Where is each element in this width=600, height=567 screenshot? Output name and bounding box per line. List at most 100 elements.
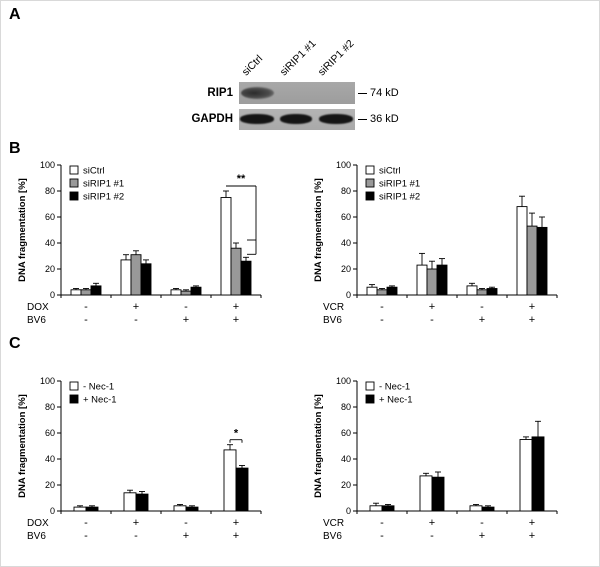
- svg-text:*: *: [234, 428, 239, 440]
- svg-text:+: +: [133, 301, 139, 313]
- svg-text:20: 20: [341, 480, 351, 490]
- svg-text:DOX: DOX: [27, 518, 49, 529]
- gapdh-band: [280, 114, 312, 124]
- svg-text:+ Nec-1: + Nec-1: [379, 395, 413, 406]
- svg-text:-: -: [84, 530, 88, 542]
- svg-text:80: 80: [45, 186, 55, 196]
- marker-dash-icon: [358, 92, 367, 94]
- marker-label-74kd: 74 kD: [370, 87, 399, 99]
- svg-text:siRIP1 #1: siRIP1 #1: [379, 179, 420, 190]
- svg-text:- Nec-1: - Nec-1: [83, 382, 114, 393]
- svg-text:DNA fragmentation [%]: DNA fragmentation [%]: [313, 394, 324, 498]
- svg-text:+ Nec-1: + Nec-1: [83, 395, 117, 406]
- blot-label-gapdh: GAPDH: [191, 113, 233, 125]
- bar-chart-svg: 0 20 40 60 80 100 DNA fragmentation [%] - Nec-1…: [17, 376, 262, 542]
- svg-text:DNA fragmentation [%]: DNA fragmentation [%]: [17, 178, 28, 282]
- svg-text:+: +: [233, 517, 239, 529]
- panel-label-a: A: [9, 6, 21, 23]
- lane-label-sictrl: siCtrl: [239, 52, 266, 79]
- svg-text:DOX: DOX: [27, 302, 49, 313]
- svg-text:-: -: [430, 530, 434, 542]
- svg-text:-: -: [380, 530, 384, 542]
- svg-text:0: 0: [346, 290, 351, 300]
- svg-text:siRIP1 #1: siRIP1 #1: [83, 179, 124, 190]
- svg-text:-: -: [84, 314, 88, 326]
- lane-label-sirip1-1: siRIP1 #1: [277, 37, 319, 79]
- chart-b-dox-dna-fragmentation: 0 20 40 60 80 100 DNA fragmentation [%] siCtrl s…: [15, 153, 287, 331]
- svg-text:siRIP1 #2: siRIP1 #2: [379, 192, 420, 203]
- svg-text:80: 80: [341, 186, 351, 196]
- chart-c-dox-dna-fragmentation: 0 20 40 60 80 100 DNA fragmentation [%] - Nec-1…: [15, 369, 287, 547]
- svg-text:100: 100: [40, 160, 55, 170]
- rip1-band: [241, 87, 274, 99]
- svg-text:+: +: [429, 301, 435, 313]
- svg-text:-: -: [84, 517, 88, 529]
- lane-label-sirip1-2: siRIP1 #2: [315, 37, 357, 79]
- svg-text:DNA fragmentation [%]: DNA fragmentation [%]: [17, 394, 28, 498]
- svg-text:0: 0: [50, 290, 55, 300]
- svg-text:BV6: BV6: [27, 315, 46, 326]
- svg-text:VCR: VCR: [323, 518, 344, 529]
- chart-b-vcr-dna-fragmentation: 0 20 40 60 80 100 DNA fragmentation [%] siCtrl s…: [311, 153, 583, 331]
- bar-chart-svg: 0 20 40 60 80 100 DNA fragmentation [%] - Nec-1…: [313, 376, 558, 542]
- svg-text:+: +: [479, 530, 485, 542]
- svg-text:siCtrl: siCtrl: [83, 166, 105, 177]
- svg-text:-: -: [380, 314, 384, 326]
- svg-text:-: -: [84, 301, 88, 313]
- svg-text:20: 20: [45, 264, 55, 274]
- svg-text:siRIP1 #2: siRIP1 #2: [83, 192, 124, 203]
- svg-text:100: 100: [336, 376, 351, 386]
- svg-text:+: +: [183, 314, 189, 326]
- svg-text:40: 40: [341, 454, 351, 464]
- svg-text:+: +: [429, 517, 435, 529]
- svg-text:40: 40: [341, 238, 351, 248]
- gapdh-band: [240, 114, 274, 124]
- svg-text:+: +: [233, 314, 239, 326]
- marker-label-36kd: 36 kD: [370, 113, 399, 125]
- svg-text:BV6: BV6: [323, 531, 342, 542]
- marker-36kd: 36 kD: [358, 113, 399, 125]
- gapdh-blot-image: [239, 109, 355, 130]
- svg-text:-: -: [480, 517, 484, 529]
- svg-text:BV6: BV6: [27, 531, 46, 542]
- svg-text:-: -: [184, 301, 188, 313]
- svg-text:siCtrl: siCtrl: [379, 166, 401, 177]
- svg-text:+: +: [529, 517, 535, 529]
- svg-text:-: -: [380, 301, 384, 313]
- svg-text:VCR: VCR: [323, 302, 344, 313]
- bar-chart-svg: 0 20 40 60 80 100 DNA fragmentation [%] siCtrl s…: [313, 160, 558, 326]
- svg-text:DNA fragmentation [%]: DNA fragmentation [%]: [313, 178, 324, 282]
- svg-text:+: +: [529, 530, 535, 542]
- svg-text:60: 60: [45, 428, 55, 438]
- svg-text:+: +: [233, 530, 239, 542]
- chart-c-vcr-dna-fragmentation: 0 20 40 60 80 100 DNA fragmentation [%] - Nec-1…: [311, 369, 583, 547]
- svg-text:0: 0: [346, 506, 351, 516]
- blot-label-rip1: RIP1: [207, 87, 233, 99]
- svg-text:-: -: [184, 517, 188, 529]
- svg-text:- Nec-1: - Nec-1: [379, 382, 410, 393]
- svg-text:BV6: BV6: [323, 315, 342, 326]
- svg-text:+: +: [133, 517, 139, 529]
- svg-text:+: +: [233, 301, 239, 313]
- svg-text:60: 60: [341, 212, 351, 222]
- svg-text:+: +: [529, 301, 535, 313]
- svg-text:-: -: [380, 517, 384, 529]
- svg-text:-: -: [134, 314, 138, 326]
- svg-text:-: -: [430, 314, 434, 326]
- svg-text:**: **: [237, 173, 246, 185]
- svg-text:20: 20: [45, 480, 55, 490]
- panel-label-c: C: [9, 335, 21, 352]
- svg-text:60: 60: [341, 428, 351, 438]
- bar-chart-svg: 0 20 40 60 80 100 DNA fragmentation [%] siCtrl s…: [17, 160, 262, 326]
- marker-dash-icon: [358, 118, 367, 120]
- svg-text:40: 40: [45, 238, 55, 248]
- svg-text:80: 80: [45, 402, 55, 412]
- svg-text:+: +: [183, 530, 189, 542]
- svg-text:+: +: [479, 314, 485, 326]
- svg-text:60: 60: [45, 212, 55, 222]
- marker-74kd: 74 kD: [358, 87, 399, 99]
- svg-text:100: 100: [336, 160, 351, 170]
- svg-text:80: 80: [341, 402, 351, 412]
- svg-text:40: 40: [45, 454, 55, 464]
